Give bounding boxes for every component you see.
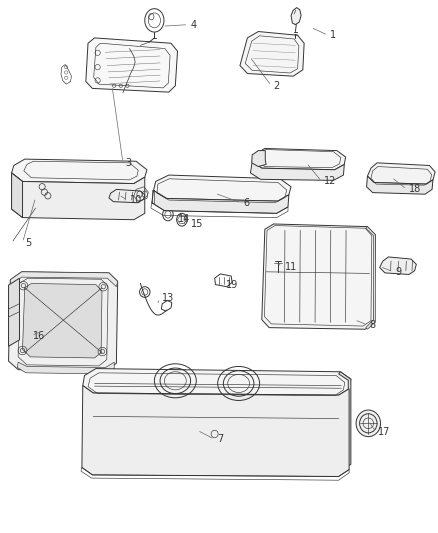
Text: 4: 4 — [191, 20, 197, 30]
Text: 8: 8 — [370, 320, 376, 330]
Polygon shape — [240, 31, 304, 76]
Polygon shape — [22, 284, 102, 358]
Polygon shape — [12, 159, 147, 183]
Text: 9: 9 — [396, 267, 402, 277]
Text: 1: 1 — [330, 30, 336, 41]
Polygon shape — [17, 362, 114, 374]
Polygon shape — [12, 173, 22, 217]
Polygon shape — [339, 372, 351, 471]
Polygon shape — [83, 368, 351, 395]
Text: 18: 18 — [409, 184, 421, 195]
Text: 15: 15 — [191, 219, 203, 229]
Text: 12: 12 — [324, 176, 336, 187]
Text: 14: 14 — [177, 214, 190, 224]
Polygon shape — [367, 163, 435, 184]
Polygon shape — [12, 173, 145, 220]
Polygon shape — [153, 175, 291, 201]
Polygon shape — [82, 385, 349, 477]
Polygon shape — [11, 272, 118, 287]
Polygon shape — [152, 190, 289, 213]
Text: 19: 19 — [226, 280, 238, 290]
Text: 17: 17 — [378, 427, 391, 438]
Polygon shape — [252, 149, 346, 169]
Text: 13: 13 — [162, 293, 174, 303]
Polygon shape — [251, 162, 344, 180]
Polygon shape — [262, 224, 375, 329]
Text: 10: 10 — [130, 195, 142, 205]
Ellipse shape — [356, 410, 381, 437]
Polygon shape — [252, 151, 266, 166]
Polygon shape — [9, 278, 19, 346]
Polygon shape — [366, 227, 375, 329]
Polygon shape — [9, 272, 118, 370]
Text: 6: 6 — [243, 198, 249, 208]
Polygon shape — [367, 176, 433, 194]
Text: 7: 7 — [217, 434, 223, 445]
Polygon shape — [380, 257, 417, 274]
Text: 2: 2 — [274, 81, 280, 91]
Text: 5: 5 — [25, 238, 31, 247]
Text: 3: 3 — [125, 158, 131, 168]
Text: 11: 11 — [285, 262, 297, 271]
Polygon shape — [86, 38, 177, 92]
Text: 16: 16 — [33, 330, 46, 341]
Polygon shape — [291, 7, 301, 25]
